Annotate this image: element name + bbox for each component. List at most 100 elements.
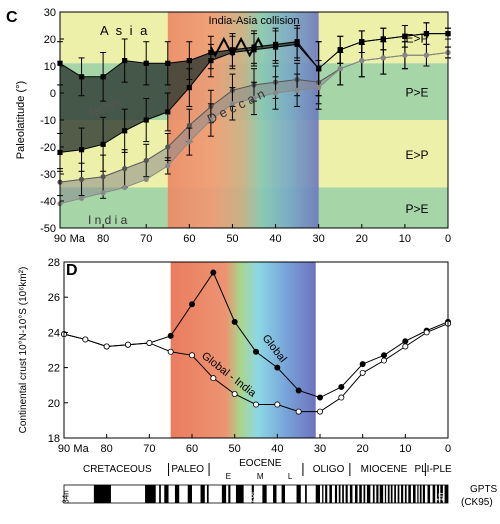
polarity-chron — [145, 485, 156, 503]
series-fills — [60, 33, 448, 204]
data-point — [294, 41, 300, 47]
polarity-chron — [345, 485, 348, 503]
x-tick-label: 20 — [357, 443, 369, 455]
tethys-envelope — [60, 33, 448, 153]
data-point — [143, 60, 149, 66]
data-point — [208, 117, 214, 123]
data-point — [380, 36, 386, 42]
panel-letter: D — [66, 262, 78, 279]
data-point — [272, 44, 279, 50]
polarity-chron — [174, 485, 180, 503]
polarity-chron — [322, 485, 324, 503]
y-tick-label: -50 — [40, 223, 56, 235]
polarity-chron — [164, 485, 169, 503]
x-tick-label: 80 — [97, 233, 109, 245]
region-label: I n d i a — [88, 213, 128, 227]
polarity-chron — [359, 485, 362, 503]
polarity-chron — [329, 485, 332, 503]
data-point — [188, 301, 195, 308]
x-tick-label: 30 — [314, 443, 326, 455]
collision-label: India-Asia collision — [208, 15, 299, 27]
data-point — [125, 341, 132, 348]
polarity-chron — [436, 485, 440, 503]
region-label: A s i a — [100, 23, 149, 38]
data-point — [402, 52, 408, 58]
polarity-chron — [372, 485, 375, 503]
polarity-chron — [221, 485, 227, 503]
zone-label: E>P — [405, 148, 428, 162]
data-point — [359, 369, 366, 376]
data-point — [359, 39, 365, 45]
data-point — [100, 190, 106, 196]
y-tick-label: 24 — [48, 327, 60, 339]
data-point — [122, 166, 128, 172]
data-point — [143, 157, 149, 164]
polarity-chron — [315, 485, 320, 503]
data-point — [103, 343, 110, 350]
epoch-label: M — [257, 472, 264, 481]
data-point — [165, 109, 171, 115]
data-point — [316, 408, 323, 415]
chron-label: 1n — [436, 493, 445, 502]
chron-label: 20r — [247, 491, 256, 503]
polarity-chron — [305, 485, 307, 503]
zigzag-line — [210, 36, 264, 58]
polarity-chron — [354, 485, 358, 503]
data-point — [402, 338, 409, 345]
y-tick-label: -30 — [40, 169, 56, 181]
data-point — [143, 117, 149, 123]
polarity-chron — [262, 485, 267, 503]
epoch-label: PLI-PLE — [414, 464, 452, 475]
x-tick-label: 90 — [54, 233, 66, 245]
y-tick-label: 30 — [44, 7, 56, 19]
data-point — [316, 394, 323, 401]
data-point — [251, 47, 257, 53]
data-point — [229, 101, 236, 107]
polarity-chron — [401, 485, 404, 503]
polarity-chron — [387, 485, 390, 503]
chron-label: 24r — [211, 491, 220, 503]
epoch-label: EOCENE — [239, 458, 282, 469]
x-tick-label: 40 — [269, 233, 281, 245]
data-point — [252, 348, 259, 355]
polarity-chron — [334, 485, 338, 503]
data-point — [78, 74, 85, 80]
polarity-chron — [296, 485, 301, 503]
x-tick-label: 70 — [140, 233, 152, 245]
polarity-chron — [417, 485, 419, 503]
collision-band — [170, 262, 316, 438]
data-point — [231, 318, 238, 325]
polarity-chron — [384, 485, 387, 503]
data-point — [295, 408, 302, 415]
y-tick-label: 10 — [44, 61, 56, 73]
polarity-chron — [363, 485, 366, 503]
polarity-chron — [413, 485, 416, 503]
data-point — [210, 375, 217, 382]
y-tick-label: 28 — [48, 257, 60, 269]
polarity-chron — [93, 485, 111, 503]
polarity-chron — [427, 485, 431, 503]
data-point — [337, 47, 343, 53]
x-tick-label: 0 — [445, 443, 451, 455]
polarity-chron — [376, 485, 379, 503]
x-axis-unit: Ma — [73, 443, 89, 455]
data-point — [231, 390, 238, 397]
y-tick-label: 20 — [44, 34, 56, 46]
data-point — [402, 343, 409, 350]
data-point — [359, 58, 365, 64]
data-point — [78, 195, 85, 201]
data-point — [337, 66, 343, 72]
polarity-chron — [273, 485, 277, 503]
data-point — [402, 33, 408, 39]
x-tick-label: 30 — [313, 233, 325, 245]
chron-label: 20r — [191, 491, 200, 503]
data-point — [165, 60, 171, 66]
x-tick-label: 10 — [399, 443, 411, 455]
data-point — [294, 87, 300, 93]
timescale: CRETACEOUS PALEO E EOCENE M L OLIGO MIOCENE PLI-… — [61, 458, 497, 508]
